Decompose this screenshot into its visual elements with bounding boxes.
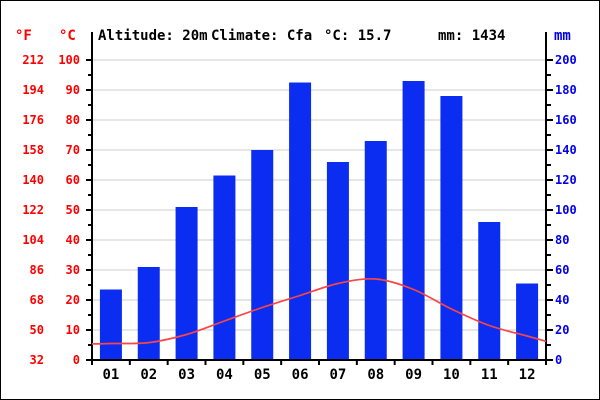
annual-precipitation-label: mm: 1434: [438, 28, 506, 44]
month-label: 09: [405, 367, 422, 383]
celsius-tick-label: 50: [66, 203, 80, 217]
fahrenheit-tick-label: 176: [22, 113, 44, 127]
mm-tick-label: 0: [555, 353, 562, 367]
climate-class-label: Climate: Cfa: [211, 28, 313, 44]
fahrenheit-tick-label: 68: [30, 293, 44, 307]
mm-tick-label: 180: [555, 83, 577, 97]
fahrenheit-tick-label: 122: [22, 203, 44, 217]
fahrenheit-tick-label: 86: [30, 263, 44, 277]
mm-tick-label: 100: [555, 203, 577, 217]
mm-axis-title: mm: [554, 28, 571, 44]
precipitation-bar: [516, 283, 539, 360]
fahrenheit-axis-title: °F: [15, 28, 32, 44]
celsius-tick-label: 0: [73, 353, 80, 367]
mm-tick-label: 40: [555, 293, 569, 307]
celsius-tick-label: 60: [66, 173, 80, 187]
mm-tick-label: 140: [555, 143, 577, 157]
precipitation-bar: [175, 207, 198, 360]
celsius-tick-label: 100: [58, 53, 80, 67]
month-label: 10: [443, 367, 460, 383]
fahrenheit-tick-label: 32: [30, 353, 44, 367]
celsius-tick-label: 70: [66, 143, 80, 157]
altitude-label: Altitude: 20m: [98, 28, 208, 44]
month-label: 03: [178, 367, 195, 383]
fahrenheit-tick-label: 50: [30, 323, 44, 337]
fahrenheit-tick-label: 194: [22, 83, 44, 97]
month-label: 05: [254, 367, 271, 383]
fahrenheit-tick-label: 140: [22, 173, 44, 187]
celsius-axis-title: °C: [59, 28, 76, 44]
month-label: 02: [140, 367, 157, 383]
mm-tick-label: 80: [555, 233, 569, 247]
month-label: 12: [519, 367, 536, 383]
month-label: 06: [292, 367, 309, 383]
celsius-tick-label: 30: [66, 263, 80, 277]
celsius-tick-label: 80: [66, 113, 80, 127]
mm-tick-label: 20: [555, 323, 569, 337]
precipitation-bar: [478, 222, 501, 360]
mm-tick-label: 200: [555, 53, 577, 67]
fahrenheit-tick-label: 104: [22, 233, 44, 247]
mm-tick-label: 120: [555, 173, 577, 187]
precipitation-bar: [99, 289, 122, 360]
precipitation-bar: [213, 175, 236, 360]
fahrenheit-tick-label: 158: [22, 143, 44, 157]
precipitation-bar: [402, 81, 425, 360]
month-label: 01: [102, 367, 119, 383]
mm-tick-label: 160: [555, 113, 577, 127]
month-label: 11: [481, 367, 498, 383]
month-label: 08: [367, 367, 384, 383]
mm-tick-label: 60: [555, 263, 569, 277]
month-label: 07: [329, 367, 346, 383]
celsius-tick-label: 40: [66, 233, 80, 247]
temperature-line: [91, 277, 547, 345]
precipitation-bar: [289, 82, 312, 360]
mean-temperature-label: °C: 15.7: [324, 28, 392, 44]
month-label: 04: [216, 367, 233, 383]
precipitation-bar: [326, 162, 349, 360]
celsius-tick-label: 90: [66, 83, 80, 97]
precipitation-bar: [137, 267, 160, 360]
precipitation-bar: [440, 96, 463, 360]
celsius-tick-label: 10: [66, 323, 80, 337]
precipitation-bar: [364, 141, 387, 360]
celsius-tick-label: 20: [66, 293, 80, 307]
fahrenheit-tick-label: 212: [22, 53, 44, 67]
precipitation-bar: [251, 150, 274, 360]
